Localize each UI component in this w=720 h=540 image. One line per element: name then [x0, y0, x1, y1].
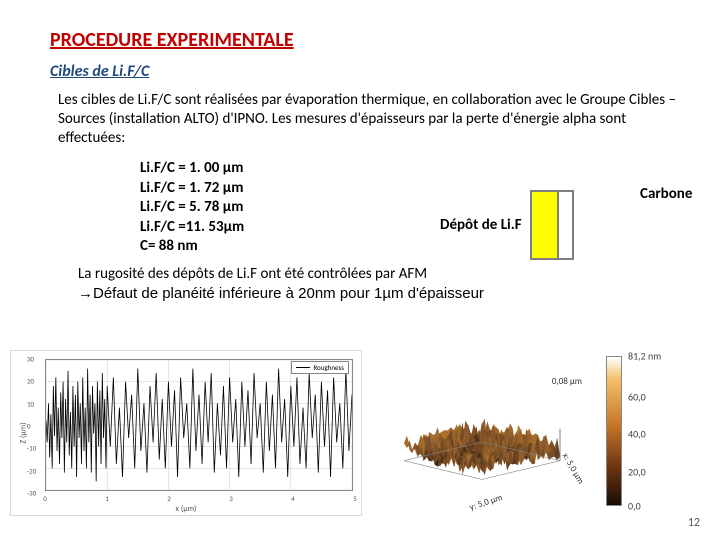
- carbon-layer: [559, 192, 572, 258]
- x-axis-label: x (μm): [176, 504, 197, 514]
- target-cross-section-diagram: [530, 190, 574, 260]
- x-tick: 2: [167, 494, 171, 503]
- x-tick: 3: [229, 494, 233, 503]
- chart-legend: Roughness: [291, 361, 349, 374]
- y-tick: -20: [27, 466, 36, 475]
- legend-text: Roughness: [313, 363, 344, 372]
- afm-line-1: La rugosité des dépôts de Li.F ont été c…: [78, 265, 427, 283]
- color-scale-bar: 81,2 nm 60,0 40,0 20,0 0,0: [598, 350, 698, 514]
- afm-line-2: →Défaut de planéité inférieure à 20nm po…: [78, 285, 484, 302]
- lif-layer: [532, 192, 559, 258]
- colorbar-tick-label: 40,0: [628, 428, 646, 441]
- afm-z-axis-label: 0,08 µm: [552, 376, 582, 387]
- x-tick: 1: [105, 494, 109, 503]
- colorbar-gradient: [606, 356, 622, 506]
- y-tick: -10: [27, 444, 36, 453]
- y-tick: 10: [27, 399, 34, 408]
- colorbar-tick-label: 60,0: [628, 390, 646, 403]
- measurement-row: Li.F/C =11. 53µm: [140, 218, 720, 238]
- legend-line-icon: [296, 367, 310, 368]
- afm-paragraph: La rugosité des dépôts de Li.F ont été c…: [0, 257, 720, 305]
- y-tick: 30: [27, 355, 34, 364]
- intro-paragraph: Les cibles de Li.F/C sont réalisées par …: [0, 81, 720, 147]
- colorbar-tick-label: 20,0: [628, 465, 646, 478]
- page-number: 12: [688, 516, 700, 530]
- deposit-diagram-group: Dépôt de Li.F: [440, 190, 574, 260]
- charts-row: Z (μm) x (μm) Roughness -30-20-100102030…: [10, 350, 710, 520]
- colorbar-tick-label: 0,0: [628, 500, 641, 513]
- afm-surface-svg: [372, 350, 592, 514]
- x-tick: 0: [43, 494, 47, 503]
- thickness-measurements: Li.F/C = 1. 00 µm Li.F/C = 1. 72 µm Li.F…: [0, 147, 720, 257]
- x-tick: 4: [291, 494, 295, 503]
- measurement-row: C= 88 nm: [140, 237, 720, 257]
- plot-area: [45, 359, 353, 491]
- measurement-row: Li.F/C = 1. 00 µm: [140, 159, 720, 179]
- roughness-line-chart: Z (μm) x (μm) Roughness -30-20-100102030…: [10, 350, 362, 516]
- afm-3d-surface: y: 5,0 µm x: 5,0 µm 0,08 µm: [372, 350, 592, 514]
- y-tick: 20: [27, 377, 34, 386]
- carbon-label: Carbone: [640, 185, 692, 203]
- page-title: PROCEDURE EXPERIMENTALE: [0, 0, 720, 52]
- y-tick: 0: [27, 422, 31, 431]
- measurement-row: Li.F/C = 5. 78 µm: [140, 198, 720, 218]
- x-tick: 5: [353, 494, 357, 503]
- y-tick: -30: [27, 489, 36, 498]
- measurement-row: Li.F/C = 1. 72 µm: [140, 179, 720, 199]
- colorbar-tick-label: 81,2 nm: [628, 350, 661, 363]
- deposit-label: Dépôt de Li.F: [440, 216, 522, 234]
- subtitle: Cibles de Li.F/C: [0, 52, 720, 81]
- roughness-svg: [46, 360, 352, 490]
